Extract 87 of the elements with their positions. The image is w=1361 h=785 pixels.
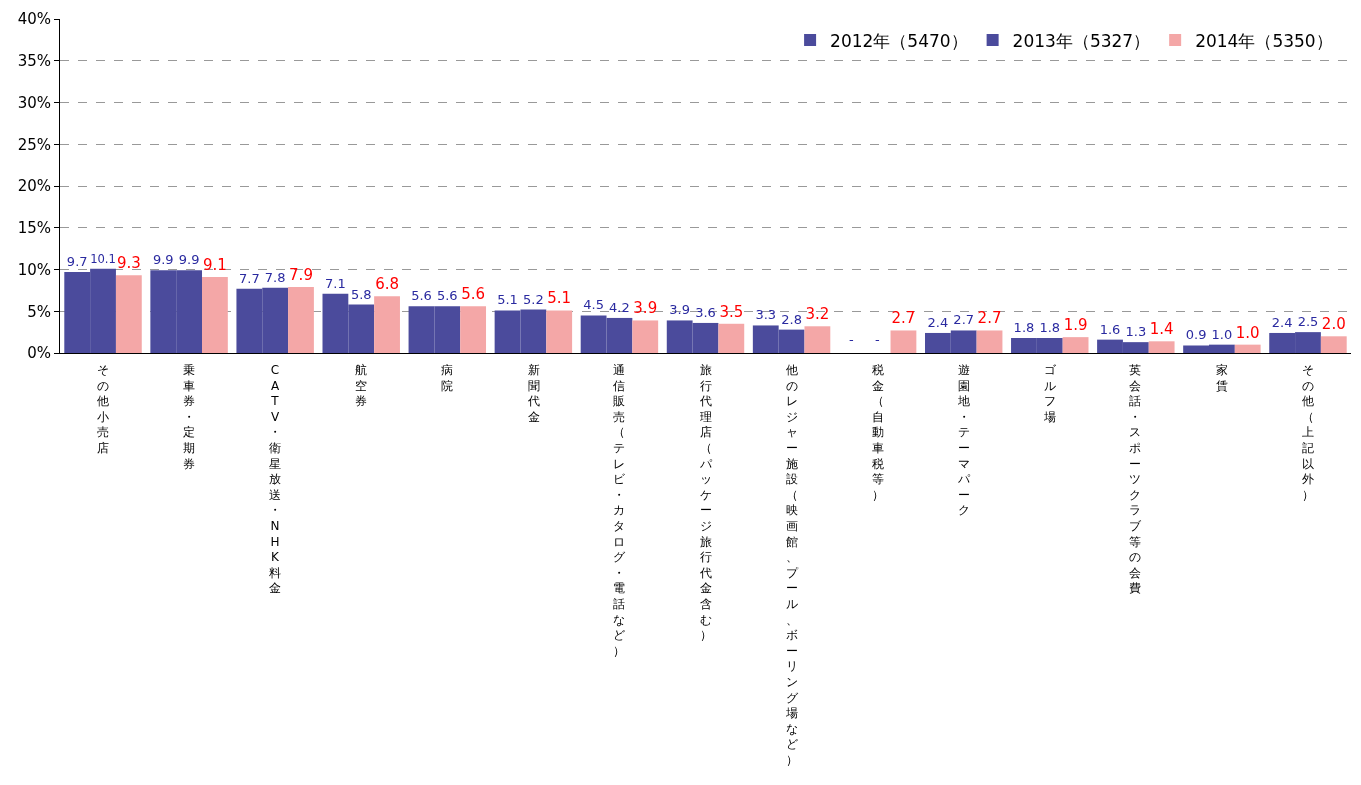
category-label: 旅行代理店（パッケージ旅行代金含む）	[700, 363, 712, 643]
x-tick-label: 新聞代金	[527, 363, 540, 424]
data-label: 2.7	[977, 309, 1002, 328]
data-label: 2.8	[781, 311, 802, 327]
x-tick-label: ゴルフ場	[1043, 363, 1057, 424]
data-label: 5.1	[547, 289, 572, 308]
y-tick-label: 10%	[17, 260, 51, 279]
category-label: 英会話・スポーツクラブ等の会費	[1129, 363, 1141, 596]
y-tick-label: 0%	[27, 344, 51, 363]
x-tick-label: 乗車券・定期券	[183, 363, 195, 471]
data-label: 9.1	[202, 256, 227, 275]
data-label: 5.6	[411, 288, 432, 304]
data-label: 3.9	[633, 299, 658, 318]
data-label: 3.2	[805, 305, 830, 324]
data-label: 1.6	[1099, 321, 1121, 337]
y-tick-label: 35%	[17, 52, 51, 70]
data-label: 6.8	[375, 275, 399, 294]
y-tick-label: 40%	[17, 10, 51, 29]
data-label: 9.3	[116, 254, 141, 273]
data-label: 5.8	[350, 286, 372, 302]
bar	[804, 326, 831, 353]
data-label: 0.9	[1185, 327, 1207, 343]
bar	[546, 310, 573, 353]
data-label: 2.4	[1271, 314, 1293, 330]
bar	[288, 287, 314, 353]
x-tick-label: 家賃	[1216, 363, 1228, 393]
bar	[1234, 344, 1261, 353]
data-label: 3.3	[755, 307, 777, 323]
data-label: 1.0	[1211, 326, 1233, 342]
category-label: CATV・衛星放送・NHK料金	[269, 363, 281, 596]
data-label: 1.8	[1039, 319, 1061, 335]
data-label: 1.4	[1149, 320, 1174, 339]
bar	[890, 330, 917, 353]
data-label: 9.7	[66, 254, 88, 270]
data-label: 5.1	[497, 292, 518, 308]
legend-label: 2012年（5470）	[830, 30, 968, 51]
data-label: 2.0	[1321, 315, 1346, 334]
data-label: 3.5	[719, 302, 744, 321]
y-tick-label: 20%	[17, 177, 51, 196]
data-label: 1.3	[1125, 324, 1147, 340]
data-label: 5.6	[461, 285, 486, 304]
legend-label: 2014年（5350）	[1195, 30, 1333, 51]
y-tick-label: 5%	[27, 302, 51, 321]
data-label: 7.7	[239, 270, 260, 286]
data-label: 2.4	[927, 314, 949, 330]
category-label: 通信販売（テレビ・カタログ・電話など）	[613, 363, 625, 658]
data-label: 4.5	[583, 297, 604, 313]
data-label: 3.9	[669, 302, 691, 318]
data-label: 4.2	[609, 299, 630, 315]
data-label: 5.2	[523, 291, 544, 307]
bar	[976, 330, 1003, 353]
y-tick-label: 15%	[17, 219, 51, 237]
bar	[202, 277, 228, 353]
y-tick-label: 30%	[17, 93, 51, 112]
bar	[632, 320, 659, 353]
data-label: 7.9	[289, 266, 313, 285]
text: -	[875, 332, 880, 347]
data-label: 3.6	[695, 304, 716, 320]
data-label: 7.1	[325, 275, 346, 291]
x-tick-label: その他小売店	[97, 363, 109, 455]
x-tick-label: 病院	[441, 363, 453, 393]
legend-label: 2013年（5327）	[1012, 30, 1151, 51]
data-label: 1.9	[1063, 316, 1088, 335]
data-label: 1.0	[1235, 323, 1260, 342]
bar	[115, 275, 142, 353]
data-label: 2.7	[953, 312, 975, 328]
bar	[460, 306, 487, 353]
data-label: 2.7	[891, 309, 916, 328]
data-label: 7.8	[264, 269, 286, 285]
bar	[1148, 341, 1175, 353]
category-label: 遊園地・テーマパーク	[958, 363, 970, 518]
category-label: 税金（自動車税等）	[872, 363, 884, 502]
data-label: 1.8	[1013, 319, 1035, 335]
category-label: その他（上記以外）	[1302, 363, 1314, 502]
data-label: 2.5	[1297, 314, 1319, 330]
y-tick-label: 25%	[17, 135, 51, 154]
data-label: 10.1	[90, 251, 116, 266]
data-label: 5.6	[436, 288, 458, 304]
bar	[374, 296, 400, 353]
x-tick-label: 航空券	[355, 363, 367, 409]
data-label: 9.9	[152, 252, 174, 268]
bar	[1320, 336, 1347, 353]
category-label: 他のレジャー施設（映画館、プール、ボーリング場など）	[786, 363, 798, 767]
bar	[1062, 337, 1089, 353]
text: -	[849, 332, 854, 347]
bar	[718, 323, 745, 353]
data-label: 9.9	[178, 252, 200, 268]
